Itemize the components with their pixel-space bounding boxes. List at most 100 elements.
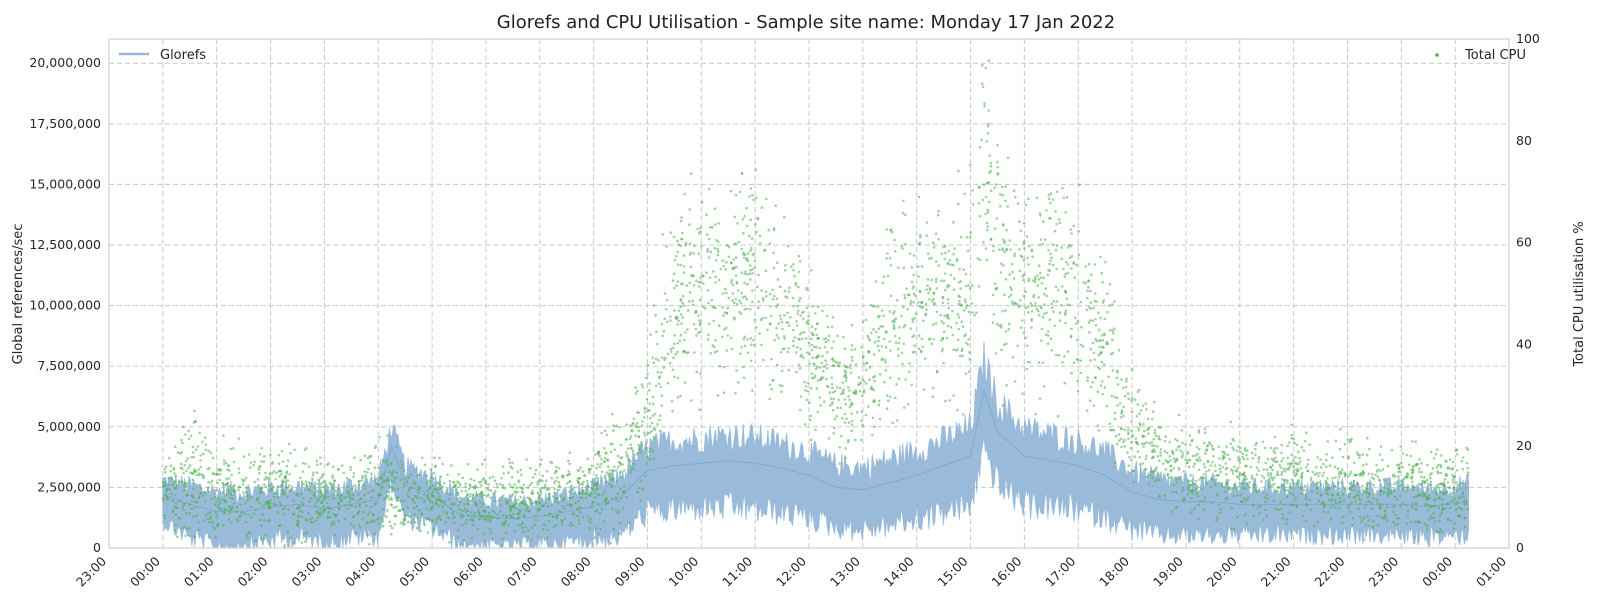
cpu-point (865, 362, 869, 365)
cpu-point (1316, 486, 1319, 490)
cpu-point (660, 356, 664, 360)
cpu-point (389, 486, 392, 489)
cpu-point (919, 349, 923, 353)
cpu-point (1267, 472, 1270, 475)
cpu-point (814, 367, 818, 371)
cpu-point (1039, 339, 1043, 342)
cpu-point (673, 334, 676, 337)
cpu-point (1376, 475, 1380, 479)
cpu-point (923, 357, 927, 361)
cpu-point (1229, 442, 1232, 446)
cpu-point (344, 503, 348, 507)
cpu-point (669, 319, 672, 322)
cpu-point (480, 484, 483, 487)
cpu-point (1062, 267, 1065, 271)
cpu-point (688, 223, 691, 226)
cpu-point (810, 372, 813, 376)
cpu-point (1218, 467, 1221, 471)
cpu-point (449, 507, 452, 511)
cpu-point (951, 333, 955, 337)
cpu-point (865, 382, 868, 385)
cpu-point (719, 267, 723, 271)
cpu-point (590, 505, 593, 509)
cpu-point (414, 482, 417, 486)
cpu-point (1184, 443, 1187, 446)
cpu-point (1295, 462, 1299, 466)
cpu-point (502, 523, 506, 527)
cpu-point (340, 464, 344, 467)
cpu-point (373, 466, 377, 470)
cpu-point (827, 385, 830, 389)
cpu-point (679, 313, 683, 316)
cpu-point (1097, 429, 1101, 432)
cpu-point (920, 301, 923, 305)
cpu-point (836, 334, 839, 338)
cpu-point (755, 326, 758, 329)
cpu-point (1246, 449, 1249, 453)
cpu-point (743, 335, 746, 339)
y-left-tick-label: 5,000,000 (37, 419, 101, 434)
cpu-point (180, 480, 183, 484)
cpu-point (952, 277, 956, 280)
cpu-point (1152, 470, 1155, 474)
cpu-point (1171, 490, 1174, 494)
cpu-point (629, 468, 633, 471)
cpu-point (1193, 506, 1197, 510)
cpu-point (1348, 510, 1352, 513)
cpu-point (1066, 246, 1070, 249)
cpu-point (689, 265, 693, 269)
cpu-point (1292, 470, 1296, 474)
cpu-point (1349, 470, 1353, 474)
cpu-point (883, 380, 886, 384)
cpu-point (641, 487, 645, 491)
cpu-point (902, 325, 905, 329)
cpu-point (818, 346, 822, 350)
cpu-point (1079, 371, 1082, 375)
cpu-point (481, 514, 485, 518)
cpu-point (920, 265, 924, 268)
cpu-point (1398, 466, 1401, 469)
cpu-point (1282, 467, 1286, 471)
cpu-point (1101, 392, 1104, 396)
cpu-point (185, 482, 188, 485)
cpu-point (721, 259, 724, 262)
cpu-point (1278, 463, 1281, 467)
cpu-point (804, 337, 808, 340)
cpu-point (836, 406, 839, 410)
cpu-point (1140, 442, 1144, 446)
cpu-point (1179, 449, 1182, 452)
cpu-point (815, 346, 818, 349)
cpu-point (538, 507, 542, 510)
cpu-point (1181, 441, 1184, 445)
cpu-point (1076, 379, 1079, 383)
cpu-point (338, 496, 341, 500)
cpu-point (1197, 468, 1201, 472)
cpu-point (917, 334, 921, 337)
cpu-point (597, 532, 600, 536)
cpu-point (1191, 438, 1194, 442)
cpu-point (1136, 450, 1140, 453)
cpu-point (707, 237, 711, 241)
cpu-point (657, 382, 661, 386)
cpu-point (841, 390, 845, 393)
cpu-point (1182, 470, 1186, 473)
cpu-point (1232, 448, 1235, 452)
cpu-point (810, 348, 814, 352)
cpu-point (382, 508, 385, 511)
cpu-point (474, 502, 478, 506)
cpu-point (822, 376, 825, 379)
cpu-point (798, 367, 802, 370)
cpu-point (227, 488, 231, 491)
cpu-point (770, 387, 773, 391)
cpu-point (1164, 467, 1168, 471)
cpu-point (902, 305, 905, 309)
cpu-point (383, 471, 386, 474)
cpu-point (1046, 273, 1050, 277)
cpu-point (610, 485, 614, 488)
cpu-point (363, 500, 367, 503)
cpu-point (222, 459, 226, 462)
cpu-point (1144, 402, 1147, 405)
cpu-point (216, 481, 219, 485)
cpu-point (862, 391, 866, 394)
cpu-point (406, 506, 410, 509)
